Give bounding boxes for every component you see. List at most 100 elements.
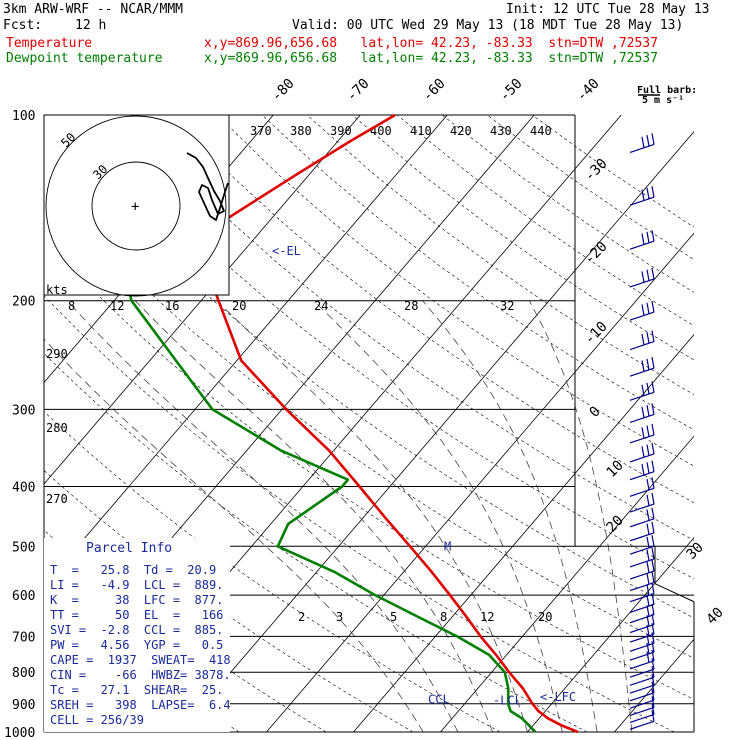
wind-barb <box>629 442 655 463</box>
wind-barb-staff <box>629 699 655 709</box>
wind-barb <box>629 230 655 250</box>
dry-adiabat <box>171 115 694 504</box>
kts-label: kts <box>46 283 68 297</box>
wind-barb-flag <box>651 582 655 594</box>
parcel-row: K = 38 LFC = 877. <box>50 593 223 607</box>
hodograph-center: + <box>131 199 139 215</box>
pressure-tick-label: 600 <box>12 589 35 604</box>
full-barb-label: Full barb: <box>637 85 697 96</box>
wind-barb-flag <box>646 425 650 437</box>
wind-barb-flag <box>651 649 655 661</box>
pressure-tick-label: 1000 <box>4 726 35 740</box>
parcel-row: CAPE = 1937 SWEAT= 418 <box>50 653 231 667</box>
wind-barb-flag <box>651 301 655 313</box>
hodograph-ring <box>91 161 181 251</box>
wind-barb-flag <box>641 360 645 372</box>
parcel-row: TT = 50 EL = 166 <box>50 608 223 622</box>
pressure-tick-label: 800 <box>12 666 35 681</box>
dry-adiabat-label: 280 <box>46 421 68 435</box>
wind-barb <box>629 582 655 603</box>
wind-barb-staff <box>629 413 655 424</box>
parcel-info-box: Parcel Info T = 25.8 Td = 20.9 LI = -4.9… <box>44 538 231 732</box>
dry-adiabat <box>44 352 588 732</box>
wind-barb-staff <box>629 545 655 555</box>
parcel-row: PW = 4.56 YGP = 0.5 <box>50 638 223 652</box>
wind-barb-flag <box>641 446 645 458</box>
wind-barb-staff <box>629 391 655 401</box>
wind-barb-staff <box>629 143 655 154</box>
wind-barb-flag <box>651 535 655 547</box>
wind-barb-flag <box>646 382 650 395</box>
temperature-line <box>198 113 579 734</box>
wind-barb-staff <box>629 240 655 250</box>
mixing-ratio-label: 12 <box>110 299 124 313</box>
wind-barb-flag <box>651 710 655 722</box>
isotherm-label: 10 <box>604 458 627 481</box>
parcel-row: SVI = -2.8 CCL = 885. <box>50 623 223 637</box>
wind-barb-flag <box>651 133 655 145</box>
wind-barb-flag <box>651 674 655 686</box>
mixing-ratio-label: 5 <box>390 610 397 624</box>
wind-barb-flag <box>646 494 650 506</box>
theta-label: 370 <box>250 124 272 138</box>
wind-barb-staff <box>629 676 655 686</box>
wind-barb-flag <box>646 231 650 243</box>
wind-barb-flag <box>651 186 655 198</box>
isotherm-label: -80 <box>269 76 298 105</box>
theta-label: 420 <box>450 124 472 138</box>
wind-barb-flag <box>646 642 650 655</box>
mixing-ratio-label: 32 <box>500 299 514 313</box>
hodograph-ring <box>45 115 227 297</box>
pressure-tick-label: 200 <box>12 295 35 310</box>
wind-barb-staff <box>629 532 655 542</box>
wind-barb <box>629 666 655 686</box>
isotherm-label: -30 <box>582 156 611 185</box>
wind-barb-staff <box>629 503 655 513</box>
parcel-info-title: Parcel Info <box>86 541 172 556</box>
isotherm-line <box>44 115 361 485</box>
isotherm-line <box>0 115 12 732</box>
wind-barb <box>629 613 655 634</box>
wind-barb-flag <box>651 689 655 701</box>
level-marker: CCL <box>428 692 450 706</box>
level-marker: M <box>444 539 451 553</box>
wind-barb <box>629 535 655 555</box>
temperature-legend: Temperature <box>6 36 93 51</box>
wind-barb <box>629 696 655 716</box>
wind-barb <box>629 649 655 670</box>
wind-barb <box>629 681 655 702</box>
wind-barb <box>629 658 655 678</box>
mixing-ratio-label: 16 <box>165 299 179 313</box>
wind-barb <box>629 603 655 624</box>
wind-barb <box>629 403 655 424</box>
wind-barb-flag <box>646 444 650 456</box>
wind-barb-flag <box>646 478 650 491</box>
wind-barb-flag <box>651 632 655 644</box>
wind-barb-flag <box>651 442 655 455</box>
dry-adiabat <box>44 180 694 659</box>
wind-barb <box>629 186 655 206</box>
wind-barb-flag <box>651 622 655 635</box>
full-barb-value: 5 m s⁻¹ <box>642 95 684 106</box>
wind-barb-flag <box>646 405 650 417</box>
level-marker: <-LFC <box>540 690 576 704</box>
wind-barb-staff <box>629 434 655 444</box>
wind-barb-flag <box>651 357 655 369</box>
wind-barb-staff <box>629 570 655 580</box>
wind-barb-staff <box>629 341 655 351</box>
level-marker: -LCL <box>493 693 522 707</box>
mixing-ratio-label: 2 <box>298 610 305 624</box>
wind-barb-flag <box>646 633 650 646</box>
mixing-ratio-label: 20 <box>538 610 552 624</box>
moist-adiabat <box>422 300 598 732</box>
wind-barb-flag <box>646 584 650 596</box>
dry-adiabat-label: 270 <box>46 492 68 506</box>
wind-barb-flag <box>641 233 645 245</box>
forecast-hour: 12 h <box>75 18 107 33</box>
dry-adiabat <box>126 115 694 541</box>
wind-barb-flag <box>646 332 650 344</box>
wind-barb-flag <box>651 658 655 670</box>
wind-barb-staff <box>629 582 655 592</box>
hodograph-frame <box>43 114 230 296</box>
